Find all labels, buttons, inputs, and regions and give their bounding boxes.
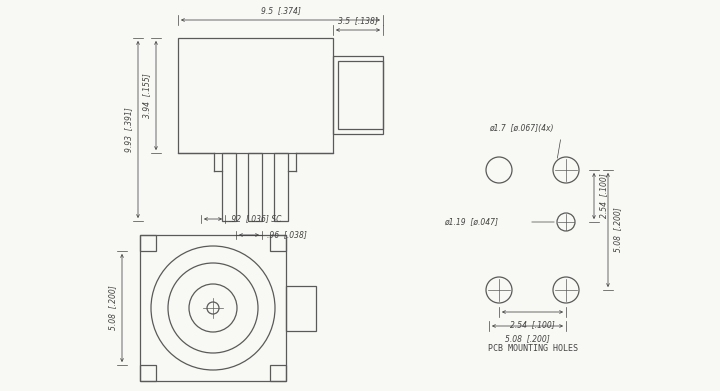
Bar xyxy=(338,61,383,129)
Text: 9.93  [.391]: 9.93 [.391] xyxy=(124,107,133,152)
Bar xyxy=(222,153,236,221)
Text: .92  [.036] SC: .92 [.036] SC xyxy=(229,215,282,224)
Text: PCB MOUNTING HOLES: PCB MOUNTING HOLES xyxy=(487,344,577,353)
Text: .96  [.038]: .96 [.038] xyxy=(267,231,307,240)
Text: ø1.19  [ø.047]: ø1.19 [ø.047] xyxy=(444,217,498,226)
Bar xyxy=(270,235,286,251)
Text: 3.5  [.138]: 3.5 [.138] xyxy=(338,16,378,25)
Bar xyxy=(140,235,286,381)
Bar xyxy=(248,153,262,221)
Bar xyxy=(274,153,288,221)
Bar xyxy=(140,365,156,381)
Text: 5.08  [.200]: 5.08 [.200] xyxy=(108,285,117,330)
Text: 9.5  [.374]: 9.5 [.374] xyxy=(261,6,300,15)
Text: ø1.7  [ø.067](4x): ø1.7 [ø.067](4x) xyxy=(489,124,554,133)
Text: 5.08  [.200]: 5.08 [.200] xyxy=(613,208,622,252)
Bar xyxy=(140,235,156,251)
Text: 3.94  [.155]: 3.94 [.155] xyxy=(142,73,151,118)
Text: 2.54  [.100]: 2.54 [.100] xyxy=(510,320,555,329)
Text: 5.08  [.200]: 5.08 [.200] xyxy=(505,334,550,343)
Bar xyxy=(333,56,383,134)
Bar xyxy=(286,286,316,331)
Text: 2.54  [.100]: 2.54 [.100] xyxy=(599,174,608,219)
Bar xyxy=(178,38,333,153)
Bar xyxy=(270,365,286,381)
